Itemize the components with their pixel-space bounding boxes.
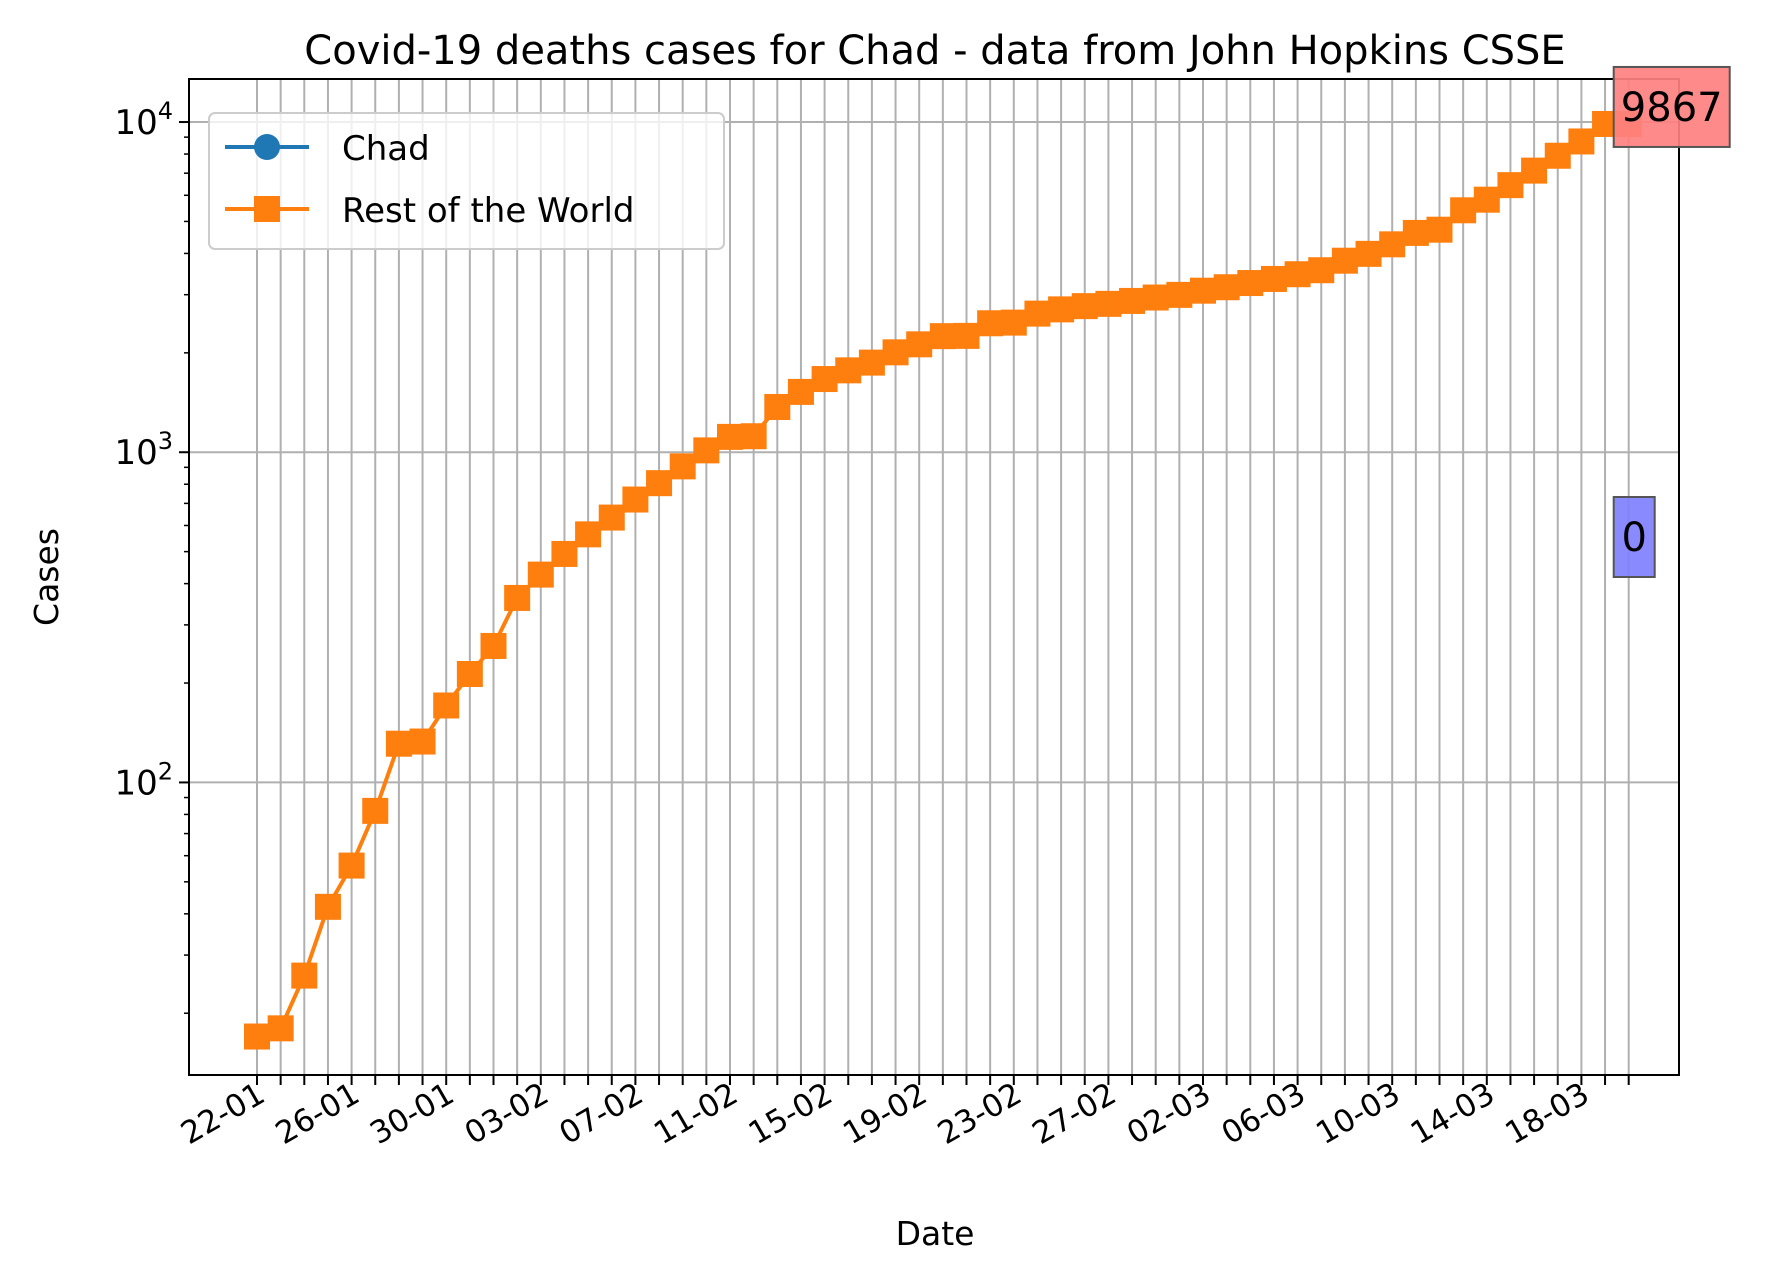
chart-title: Covid-19 deaths cases for Chad - data fr… [304, 28, 1565, 74]
data-point-rest-of-the-world [717, 423, 743, 450]
annotation-label-chad: 0 [1621, 515, 1646, 561]
data-point-rest-of-the-world [882, 339, 909, 366]
x-axis-label: Date [896, 1214, 975, 1253]
data-point-rest-of-the-world [1521, 157, 1548, 184]
data-point-rest-of-the-world [811, 366, 838, 393]
data-point-rest-of-the-world [527, 561, 554, 588]
data-point-rest-of-the-world [314, 893, 341, 920]
legend-label-rest-of-world: Rest of the World [342, 191, 635, 231]
legend: Chad Rest of the World [208, 112, 725, 250]
legend-entry-chad: Chad [225, 129, 430, 169]
data-point-rest-of-the-world [338, 852, 365, 879]
plot-series [244, 110, 1642, 1050]
data-point-rest-of-the-world [1237, 270, 1264, 297]
data-point-rest-of-the-world [551, 540, 578, 567]
data-point-rest-of-the-world [1048, 296, 1075, 323]
data-point-rest-of-the-world [1308, 257, 1335, 284]
annotations: 9867 0 [1612, 65, 1731, 578]
data-point-rest-of-the-world [480, 632, 507, 659]
plot-frame [188, 78, 1680, 1076]
data-point-rest-of-the-world [385, 730, 412, 757]
data-point-rest-of-the-world [1355, 240, 1382, 267]
data-point-rest-of-the-world [1426, 216, 1453, 243]
data-point-rest-of-the-world [409, 728, 436, 755]
legend-marker-chad [254, 134, 280, 160]
data-point-rest-of-the-world [740, 423, 767, 450]
data-point-rest-of-the-world [1450, 197, 1477, 224]
data-point-rest-of-the-world [504, 584, 531, 611]
data-point-rest-of-the-world [1402, 219, 1429, 246]
data-point-rest-of-the-world [598, 504, 625, 531]
data-point-rest-of-the-world [362, 797, 389, 824]
data-point-rest-of-the-world [669, 453, 696, 480]
annotation-box-chad [1612, 496, 1656, 578]
y-tick-label: 103 [114, 427, 173, 473]
data-point-rest-of-the-world [456, 660, 483, 687]
y-tick-label: 104 [114, 97, 173, 143]
data-point-rest-of-the-world [1544, 142, 1571, 169]
annotation-box-rest-of-the-world [1612, 65, 1731, 148]
legend-entry-rest-of-world: Rest of the World [225, 191, 635, 231]
data-point-rest-of-the-world [1284, 261, 1311, 288]
annotation-label-rest-of-the-world: 9867 [1621, 85, 1723, 131]
data-point-rest-of-the-world [693, 437, 720, 464]
data-point-rest-of-the-world [764, 393, 791, 420]
data-point-rest-of-the-world [1379, 231, 1406, 258]
legend-box [208, 112, 725, 250]
data-point-rest-of-the-world [1213, 274, 1240, 301]
y-tick-label: 102 [114, 757, 173, 803]
data-point-rest-of-the-world [1166, 281, 1193, 308]
data-point-rest-of-the-world [906, 331, 933, 358]
data-point-rest-of-the-world [267, 1015, 294, 1042]
data-point-rest-of-the-world [244, 1023, 270, 1050]
data-point-rest-of-the-world [1119, 287, 1146, 314]
data-point-rest-of-the-world [953, 322, 980, 349]
data-point-rest-of-the-world [1071, 293, 1098, 320]
data-point-rest-of-the-world [1142, 284, 1169, 311]
data-point-rest-of-the-world [1331, 247, 1358, 274]
legend-marker-rest-of-world [254, 196, 280, 222]
data-point-rest-of-the-world [622, 486, 649, 513]
legend-label-chad: Chad [342, 129, 430, 169]
data-point-rest-of-the-world [1190, 277, 1216, 304]
data-point-rest-of-the-world [1260, 265, 1287, 292]
data-point-rest-of-the-world [787, 378, 814, 405]
data-point-rest-of-the-world [929, 323, 956, 350]
data-point-rest-of-the-world [1568, 128, 1595, 155]
data-point-rest-of-the-world [835, 357, 862, 384]
data-point-rest-of-the-world [433, 692, 460, 719]
data-point-rest-of-the-world [1000, 309, 1027, 336]
data-point-rest-of-the-world [1095, 290, 1122, 317]
data-point-rest-of-the-world [1024, 300, 1051, 327]
data-point-rest-of-the-world [575, 521, 602, 548]
data-point-rest-of-the-world [1473, 186, 1500, 213]
data-point-rest-of-the-world [291, 962, 318, 989]
data-point-rest-of-the-world [1497, 172, 1524, 199]
y-axis: 102 103 104 [114, 97, 189, 1014]
data-point-rest-of-the-world [646, 470, 673, 497]
data-point-rest-of-the-world [858, 349, 885, 376]
data-point-rest-of-the-world [977, 310, 1004, 337]
y-axis-label: Cases [27, 528, 66, 626]
